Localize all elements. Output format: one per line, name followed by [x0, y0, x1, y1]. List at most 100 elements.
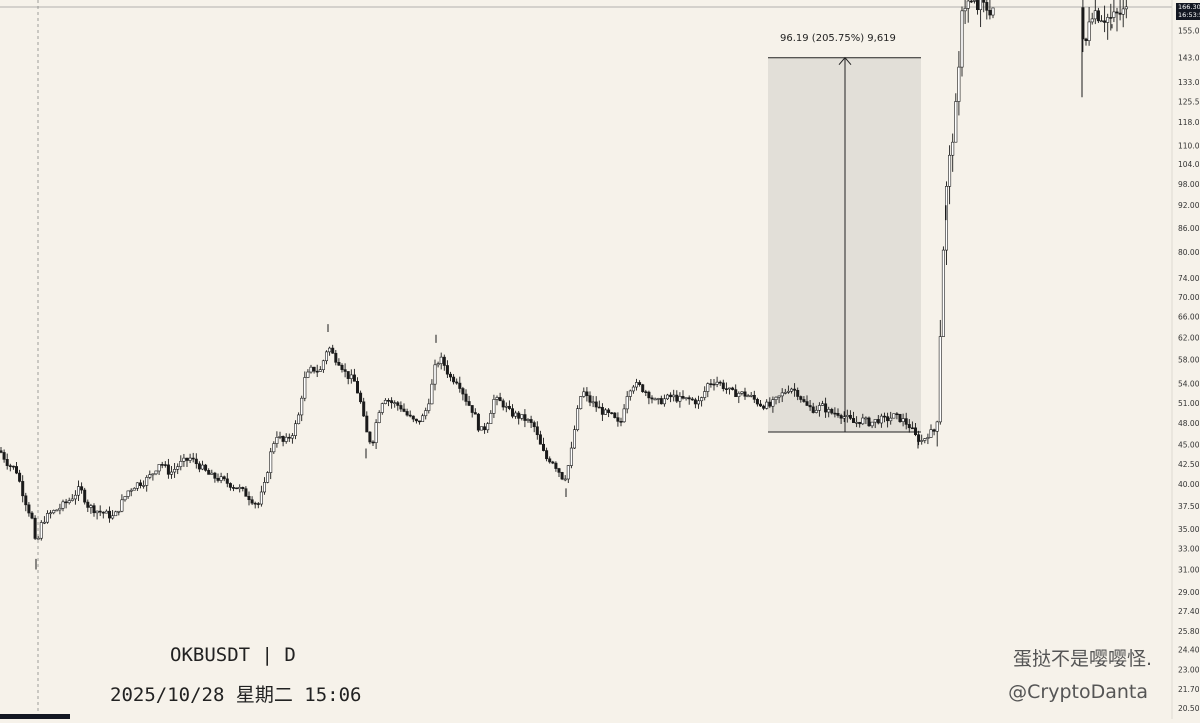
- candle-body: [281, 436, 285, 442]
- candle-body: [991, 7, 995, 16]
- candle-body: [982, 0, 986, 3]
- y-tick-label: 27.40: [1178, 607, 1200, 616]
- candle-body: [80, 486, 84, 491]
- watermark-text: 蛋挞不是嘤嘤怪.: [1012, 648, 1152, 670]
- candle-body: [73, 494, 77, 500]
- candle-body: [740, 391, 744, 394]
- y-tick-label: 37.50: [1178, 502, 1200, 511]
- candle-body: [228, 483, 232, 488]
- candle-body: [1084, 38, 1088, 41]
- candle-body: [566, 465, 570, 480]
- candle-body: [120, 499, 124, 512]
- candle-body: [634, 382, 638, 388]
- candle-body: [644, 391, 648, 393]
- candle-body: [445, 365, 449, 375]
- candle-body: [597, 406, 601, 409]
- candle-body: [36, 537, 40, 540]
- candle-body: [331, 347, 335, 354]
- candle-body: [98, 510, 102, 513]
- candle-body: [793, 388, 797, 391]
- candle-body: [687, 397, 691, 400]
- candle-body: [114, 511, 118, 517]
- candle-body: [11, 465, 15, 468]
- candle-body: [448, 373, 452, 378]
- candle-body: [374, 422, 378, 443]
- candle-body: [669, 394, 673, 398]
- candle-body: [27, 504, 31, 514]
- candle-body: [250, 499, 254, 504]
- candle-body: [507, 405, 511, 409]
- candle-body: [461, 388, 465, 395]
- y-tick-label: 31.00: [1178, 566, 1200, 575]
- candle-body: [514, 412, 518, 417]
- candle-body: [628, 390, 632, 397]
- candle-body: [1109, 17, 1113, 19]
- candle-body: [625, 396, 629, 410]
- candle-body: [132, 487, 136, 491]
- candle-body: [969, 0, 973, 3]
- countdown-value: 16:53:52: [1178, 11, 1200, 19]
- candle-body: [417, 420, 421, 423]
- candle-body: [18, 472, 22, 482]
- candle-body: [315, 370, 319, 373]
- candle-body: [414, 418, 418, 422]
- candle-body: [746, 395, 750, 398]
- candle-body: [216, 478, 220, 481]
- candle-body: [64, 501, 68, 504]
- candle-body: [814, 409, 818, 413]
- candle-body: [1096, 10, 1100, 22]
- candle-body: [163, 464, 167, 466]
- candle-body: [24, 495, 28, 506]
- candle-body: [765, 401, 769, 409]
- candle-body: [758, 403, 762, 407]
- y-tick-label: 42.50: [1178, 460, 1200, 469]
- candle-body: [355, 381, 359, 394]
- candle-body: [805, 401, 809, 406]
- candle-body: [926, 437, 930, 439]
- candle-body: [526, 419, 530, 421]
- candle-body: [83, 489, 87, 503]
- candle-body: [603, 409, 607, 415]
- candle-body: [318, 369, 322, 372]
- candle-body: [650, 397, 654, 400]
- candle-body: [408, 414, 412, 417]
- candle-body: [631, 386, 635, 392]
- candle-body: [1118, 12, 1122, 15]
- price-axis: [1172, 0, 1200, 719]
- candle-body: [988, 10, 992, 16]
- y-tick-label: 45.00: [1178, 441, 1200, 450]
- candle-body: [300, 397, 304, 416]
- candle-body: [576, 408, 580, 431]
- candle-body: [563, 478, 567, 481]
- candle-body: [1087, 21, 1091, 41]
- candle-body: [126, 490, 130, 497]
- candle-body: [70, 498, 74, 501]
- candle-body: [985, 2, 989, 11]
- candle-body: [67, 500, 71, 504]
- candle-body: [641, 384, 645, 392]
- candle-body: [532, 422, 536, 428]
- candle-body: [498, 397, 502, 402]
- candle-body: [337, 361, 341, 366]
- candle-body: [349, 374, 353, 379]
- candle-body: [907, 424, 911, 429]
- candle-body: [923, 438, 927, 441]
- candle-body: [662, 398, 666, 405]
- candle-body: [647, 391, 651, 399]
- candle-body: [789, 388, 793, 392]
- candle-body: [954, 101, 958, 143]
- candle-body: [749, 394, 753, 397]
- y-tick-label: 29.00: [1178, 588, 1200, 597]
- y-tick-label: 70.00: [1178, 293, 1200, 302]
- candle-body: [371, 441, 375, 444]
- candle-body: [470, 405, 474, 413]
- candle-body: [579, 396, 583, 410]
- candle-body: [95, 510, 99, 514]
- time-axis-badge: [0, 714, 70, 719]
- candle-body: [796, 390, 800, 397]
- candle-body: [672, 394, 676, 398]
- candle-body: [213, 472, 217, 479]
- candle-body: [848, 414, 852, 419]
